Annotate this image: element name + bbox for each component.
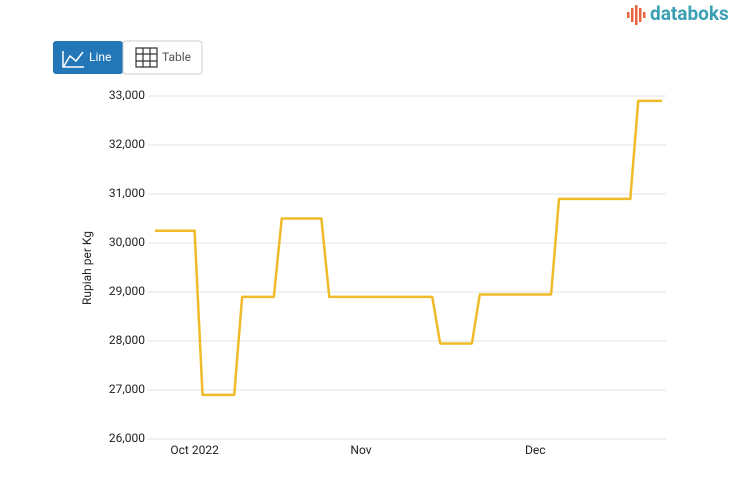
- y-tick-label: 27,000: [109, 382, 145, 396]
- y-tick-label: 33,000: [109, 88, 145, 102]
- y-axis-title: Rupiah per Kg: [80, 231, 94, 305]
- y-tick-label: 31,000: [109, 186, 145, 200]
- table-button[interactable]: Table: [122, 40, 203, 75]
- y-tick-label: 32,000: [109, 137, 145, 151]
- button-label[interactable]: Table: [162, 50, 191, 64]
- button-label[interactable]: Line: [89, 50, 111, 64]
- line-button[interactable]: Line: [53, 41, 123, 74]
- x-tick-label: Oct 2022: [170, 443, 219, 457]
- y-tick-label: 28,000: [109, 333, 145, 347]
- logo-text: databoks: [650, 2, 729, 25]
- x-tick-label: Nov: [350, 443, 371, 457]
- y-tick-label: 26,000: [109, 431, 145, 445]
- x-tick-label: Dec: [525, 443, 546, 457]
- line: [155, 99, 662, 397]
- y-tick-label: 29,000: [109, 284, 145, 298]
- y-tick-label: 30,000: [109, 235, 145, 249]
- logo: databoks: [627, 2, 729, 25]
